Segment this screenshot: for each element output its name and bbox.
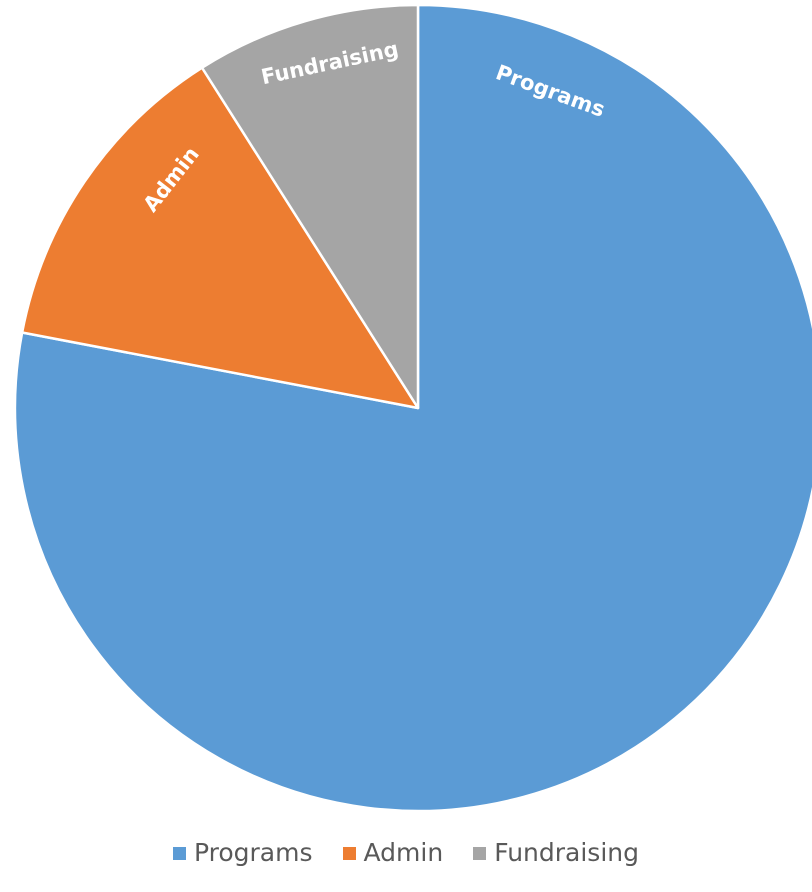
legend: Programs Admin Fundraising (0, 838, 812, 868)
legend-item-fundraising: Fundraising (473, 838, 639, 868)
pie-slices (13, 3, 812, 813)
legend-item-admin: Admin (342, 838, 444, 868)
legend-swatch-admin (342, 846, 356, 860)
pie-slice-admin (20, 66, 420, 410)
pie-slice-fundraising (200, 3, 420, 410)
legend-label-admin: Admin (363, 838, 444, 867)
legend-label-programs: Programs (193, 838, 313, 867)
legend-swatch-fundraising (473, 846, 487, 860)
legend-item-programs: Programs (172, 838, 313, 868)
legend-label-fundraising: Fundraising (494, 838, 639, 867)
legend-swatch-programs (172, 846, 186, 860)
